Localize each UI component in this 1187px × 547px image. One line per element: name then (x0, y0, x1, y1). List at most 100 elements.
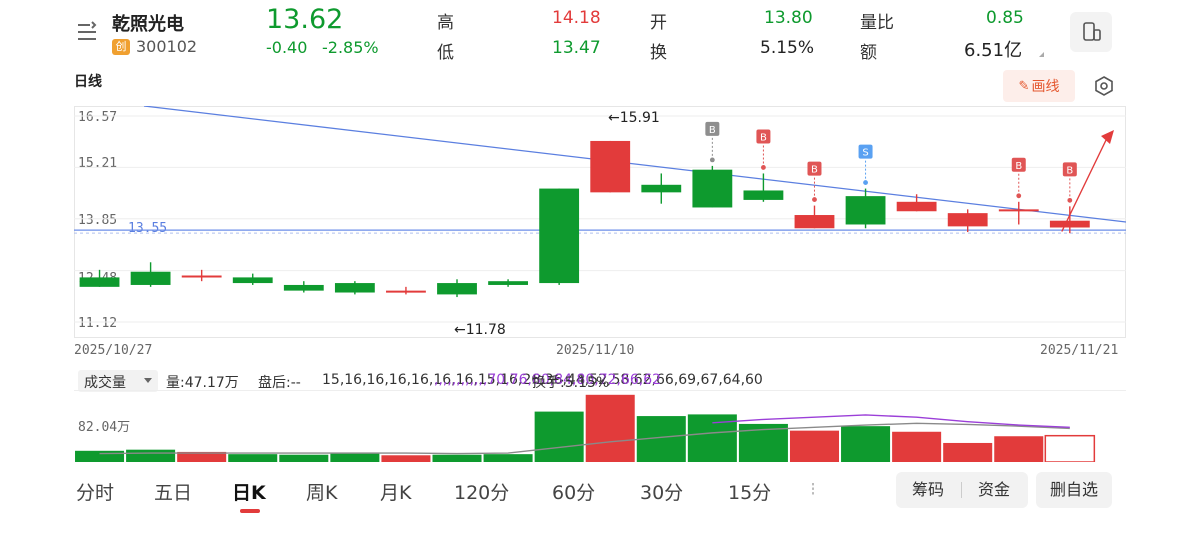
pill-divider (961, 482, 962, 498)
ma13-value: ,,,,,,,,,,,,70,76,80,84,80,72,66,62 (434, 372, 662, 388)
stat-label-volume-ratio: 量比 (860, 13, 894, 33)
chips-button[interactable]: 筹码 (911, 480, 944, 499)
current-price: 13.62 (266, 4, 344, 35)
volume-bar (892, 431, 942, 462)
trade-marker-label: B (1066, 165, 1073, 176)
trend-line (143, 106, 1126, 223)
board-badge: 创 (112, 39, 130, 55)
x-date-label: 2025/11/10 (556, 343, 635, 358)
trade-marker-dot (1016, 193, 1022, 199)
stat-label-turnover: 换 (650, 43, 667, 63)
stat-value-turnover: 5.15% (760, 38, 815, 58)
candle-body (590, 140, 631, 193)
reference-line-label: 13.55 (128, 221, 168, 236)
candle-body (1049, 220, 1090, 228)
expand-corner-icon[interactable] (1039, 52, 1044, 57)
funds-button[interactable]: 资金 (977, 480, 1010, 499)
volume-bar (279, 454, 329, 462)
stat-label-low: 低 (437, 43, 454, 63)
y-tick-label: 16.57 (78, 110, 118, 125)
trade-marker-dot (812, 197, 817, 202)
stock-name: 乾照光电 (112, 14, 184, 35)
trade-marker-label: B (811, 165, 818, 176)
trade-marker-badge (858, 144, 873, 159)
ma13-line (712, 414, 1070, 428)
pencil-icon: ✎ (1018, 78, 1030, 94)
trade-marker-label: B (709, 125, 716, 136)
trade-marker-label: S (862, 148, 868, 159)
menu-icon[interactable] (76, 20, 98, 44)
tab-60min[interactable]: 60分 (552, 482, 596, 504)
chart-period-title: 日线 (74, 74, 102, 90)
candle-body (794, 215, 835, 229)
trade-marker-dot (1067, 197, 1073, 203)
volume-bar (228, 454, 278, 462)
remove-watchlist-button[interactable]: 删自选 (1036, 472, 1112, 508)
price-change-pct: -2.85% (322, 38, 379, 57)
stat-value-amount: 6.51亿 (964, 40, 1023, 61)
stat-value-open: 13.80 (764, 8, 813, 28)
stat-label-open: 开 (650, 13, 667, 33)
after-hours-value: 盘后:-- (258, 375, 301, 391)
candle-body (896, 201, 937, 212)
screen-toggle-button[interactable] (1070, 12, 1112, 52)
dropdown-triangle-icon (144, 378, 152, 383)
trade-marker-badge (807, 161, 822, 176)
candle-body (539, 188, 580, 284)
volume-bar (483, 454, 533, 462)
stat-label-high: 高 (437, 13, 454, 33)
candle-body (232, 277, 273, 284)
tab-30min[interactable]: 30分 (640, 482, 684, 504)
volume-y-tick: 82.04万 (78, 420, 131, 435)
candlestick-chart[interactable]: B B B S B B (74, 106, 1126, 338)
volume-bar (1044, 434, 1096, 462)
volume-bar (177, 451, 227, 462)
chart-settings-button[interactable] (1092, 74, 1116, 98)
candle-body (181, 275, 222, 278)
draw-line-button[interactable]: ✎ 画线 (1003, 70, 1075, 102)
volume-bar (841, 426, 891, 462)
candle-body (488, 281, 528, 285)
price-change: -0.40 (266, 38, 308, 57)
draw-line-label: 画线 (1031, 79, 1060, 95)
trade-marker-dot (709, 157, 715, 163)
volume-value: 量:47.17万 (166, 375, 239, 391)
more-periods-icon[interactable]: ⁝ (810, 478, 817, 500)
stat-label-amount: 额 (860, 43, 877, 63)
y-tick-label: 13.85 (78, 213, 118, 228)
candle-body (130, 271, 171, 285)
volume-bar (126, 449, 176, 462)
drawn-arrow-line (1061, 135, 1109, 232)
y-tick-label: 11.12 (78, 316, 118, 331)
x-date-label: 2025/10/27 (74, 343, 153, 358)
high-annotation: ←15.91 (608, 110, 660, 126)
tab-intraday[interactable]: 分时 (76, 482, 115, 504)
tab-daily-k[interactable]: 日K (232, 482, 266, 504)
volume-chart[interactable] (74, 390, 1126, 462)
candle-body (692, 169, 733, 208)
candle-body (386, 290, 426, 293)
volume-bar (75, 450, 125, 462)
volume-bar (585, 394, 635, 462)
tab-weekly-k[interactable]: 周K (306, 482, 338, 504)
low-annotation: ←11.78 (454, 322, 506, 338)
trade-marker-label: B (760, 132, 767, 143)
volume-bar (994, 436, 1044, 462)
volume-bar (789, 430, 839, 462)
tab-120min[interactable]: 120分 (454, 482, 510, 504)
candle-body (334, 283, 375, 293)
candle-body (947, 213, 988, 227)
trade-marker-dot (863, 180, 868, 185)
candle-body (845, 196, 886, 225)
trade-marker-badge (756, 129, 771, 144)
tab-five-day[interactable]: 五日 (154, 482, 193, 504)
tab-15min[interactable]: 15分 (728, 482, 772, 504)
x-date-label: 2025/11/21 (1040, 343, 1119, 358)
ma7-value: 15,16,16,16,16,16,16,15,16,26,36,44,52,5… (322, 372, 763, 388)
indicator-dropdown[interactable]: 成交量 (78, 370, 158, 392)
volume-bar (330, 453, 380, 462)
stock-code: 300102 (136, 37, 198, 56)
candle-body (437, 283, 477, 295)
candle-body (283, 284, 324, 291)
tab-monthly-k[interactable]: 月K (380, 482, 412, 504)
